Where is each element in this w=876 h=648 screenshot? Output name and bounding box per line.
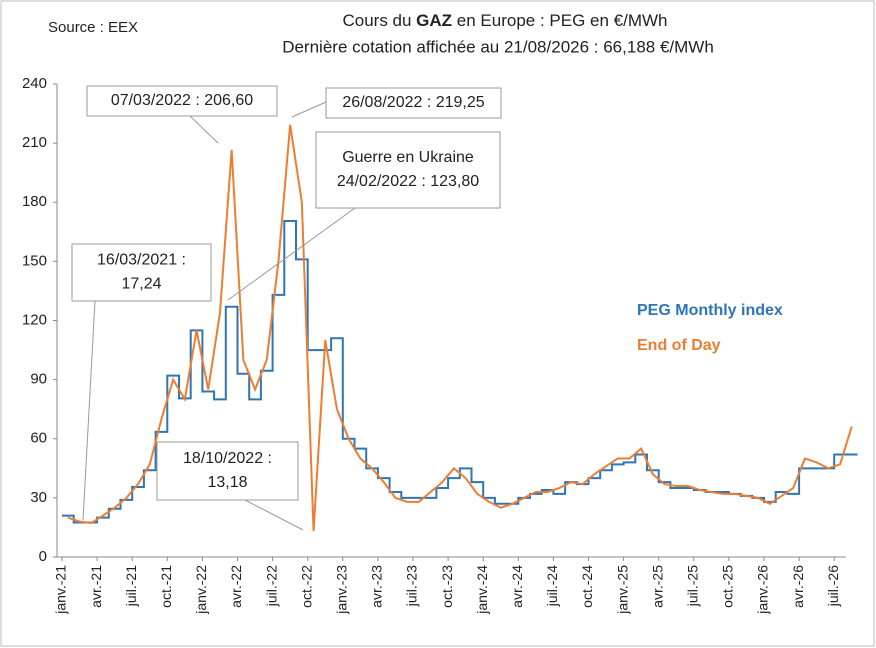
y-tick-label: 180 — [22, 193, 47, 210]
x-tick-label: avr.-21 — [88, 565, 104, 608]
annotation-box — [71, 243, 212, 302]
x-tick-label: oct.-25 — [720, 565, 736, 608]
annotation-text: 17,24 — [121, 276, 161, 293]
annotation-text: 18/10/2022 : — [183, 450, 272, 467]
x-tick-label: avr.-23 — [369, 565, 385, 608]
y-tick-label: 240 — [22, 75, 47, 92]
annotation-pointer — [227, 207, 356, 301]
x-tick-label: janv.-26 — [755, 565, 771, 615]
series-line — [67, 124, 853, 532]
annotation-text: Guerre en Ukraine — [342, 149, 474, 166]
annotation-text: 07/03/2022 : 206,60 — [111, 92, 253, 109]
y-tick-label: 120 — [22, 311, 47, 328]
legend-entry: PEG Monthly index — [637, 302, 783, 319]
annotation-text: 24/02/2022 : 123,80 — [337, 173, 479, 190]
x-tick-label: oct.-23 — [439, 565, 455, 608]
x-tick-label: oct.-24 — [579, 565, 595, 608]
title-part: en Europe : PEG en €/MWh — [452, 11, 667, 30]
annotation-box — [325, 87, 502, 119]
x-tick-label: janv.-23 — [334, 565, 350, 615]
annotation-box — [156, 441, 299, 501]
y-tick-label: 210 — [22, 134, 47, 151]
source: Source : EEX — [48, 19, 138, 36]
chart-title: Cours du GAZ en Europe : PEG en €/MWh — [342, 11, 667, 30]
title-part: Cours du — [342, 11, 416, 30]
y-tick-label: 150 — [22, 252, 47, 269]
x-tick-label: oct.-21 — [158, 565, 174, 608]
x-tick-label: janv.-21 — [53, 565, 69, 615]
legend-entry: End of Day — [637, 337, 721, 354]
x-tick-label: avr.-24 — [509, 565, 525, 608]
x-tick-label: avr.-25 — [649, 565, 665, 608]
x-tick-label: juil.-25 — [685, 565, 701, 607]
annotation-text: 26/08/2022 : 219,25 — [342, 94, 484, 111]
x-tick-label: janv.-22 — [193, 565, 209, 615]
x-tick-label: juil.-21 — [123, 565, 139, 607]
annotation-pointer — [82, 300, 96, 521]
annotation-box — [86, 85, 278, 117]
y-tick-label: 30 — [30, 489, 47, 506]
x-tick-label: juil.-22 — [263, 565, 279, 607]
x-tick-label: juil.-24 — [544, 565, 560, 607]
x-tick-label: avr.-22 — [228, 565, 244, 608]
x-tick-label: juil.-26 — [825, 565, 841, 607]
x-tick-label: oct.-22 — [298, 565, 314, 608]
y-tick-label: 60 — [30, 430, 47, 447]
x-tick-label: avr.-26 — [790, 565, 806, 608]
annotation-pointer — [291, 101, 327, 118]
subtitle: Dernière cotation affichée au 21/08/2026… — [282, 37, 714, 56]
annotation-text: 13,18 — [207, 474, 247, 491]
annotation-box — [315, 131, 501, 209]
annotation-pointer — [244, 499, 304, 531]
y-tick-label: 90 — [30, 371, 47, 388]
x-tick-label: juil.-23 — [404, 565, 420, 607]
annotation-text: 16/03/2021 : — [97, 252, 186, 269]
x-tick-label: janv.-25 — [614, 565, 630, 615]
x-tick-label: janv.-24 — [474, 565, 490, 615]
title-part: GAZ — [416, 11, 452, 30]
annotation-pointer — [189, 115, 219, 144]
y-tick-label: 0 — [39, 548, 47, 565]
